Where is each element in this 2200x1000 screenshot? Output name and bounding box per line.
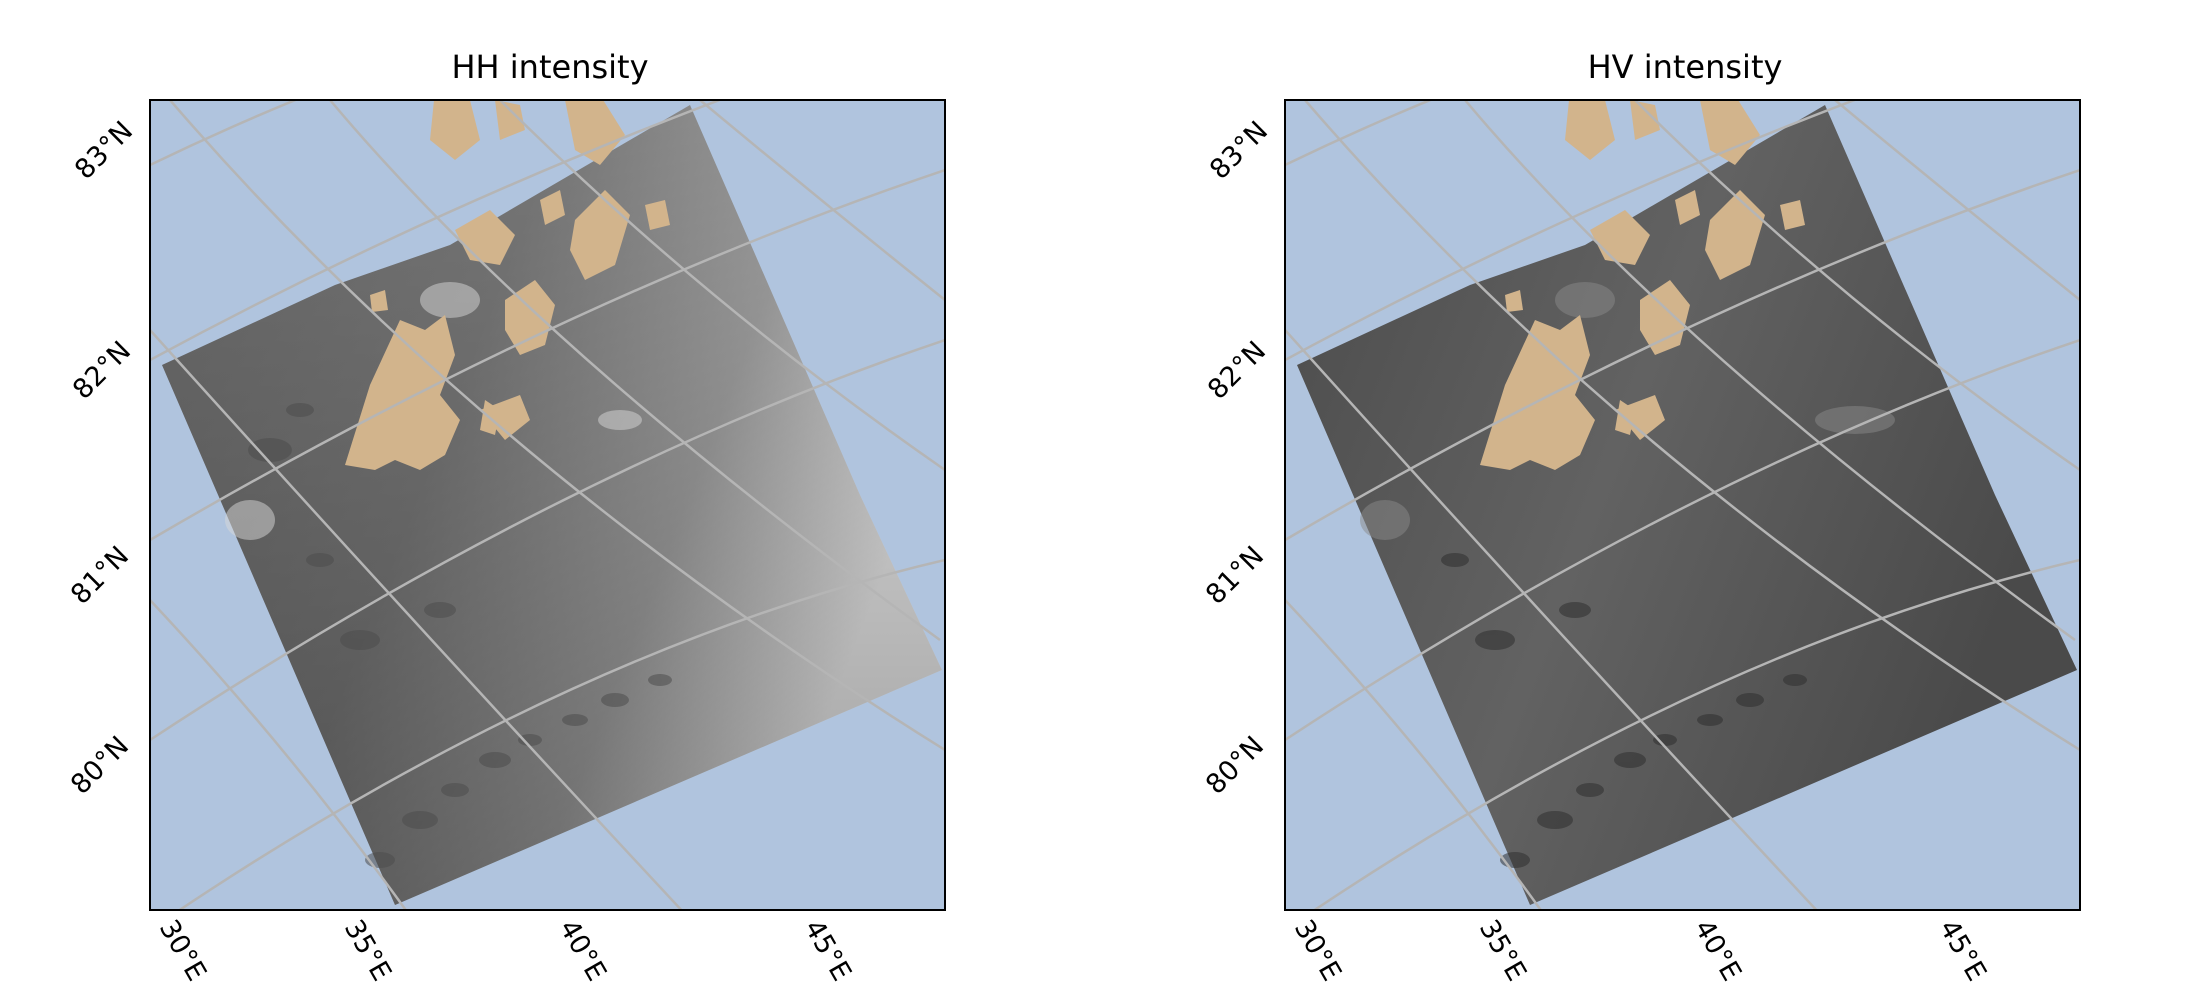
- panel-hv: HV intensity: [1135, 0, 2200, 1000]
- map-frame: [1284, 99, 2081, 911]
- map-hv: [1284, 99, 2081, 911]
- graticule: [1285, 100, 2080, 910]
- sea-ice-texture: [1441, 553, 1807, 868]
- map-hh: [149, 99, 946, 911]
- panel-hh: HH intensity: [65, 48, 946, 986]
- panel-title-hh: HH intensity: [451, 48, 649, 86]
- panel-title-hv: HV intensity: [1587, 48, 1783, 86]
- land-franz-josef: [345, 100, 670, 470]
- map-frame: [149, 99, 946, 911]
- graticule: [150, 100, 945, 910]
- sea-ice-texture: [248, 403, 672, 868]
